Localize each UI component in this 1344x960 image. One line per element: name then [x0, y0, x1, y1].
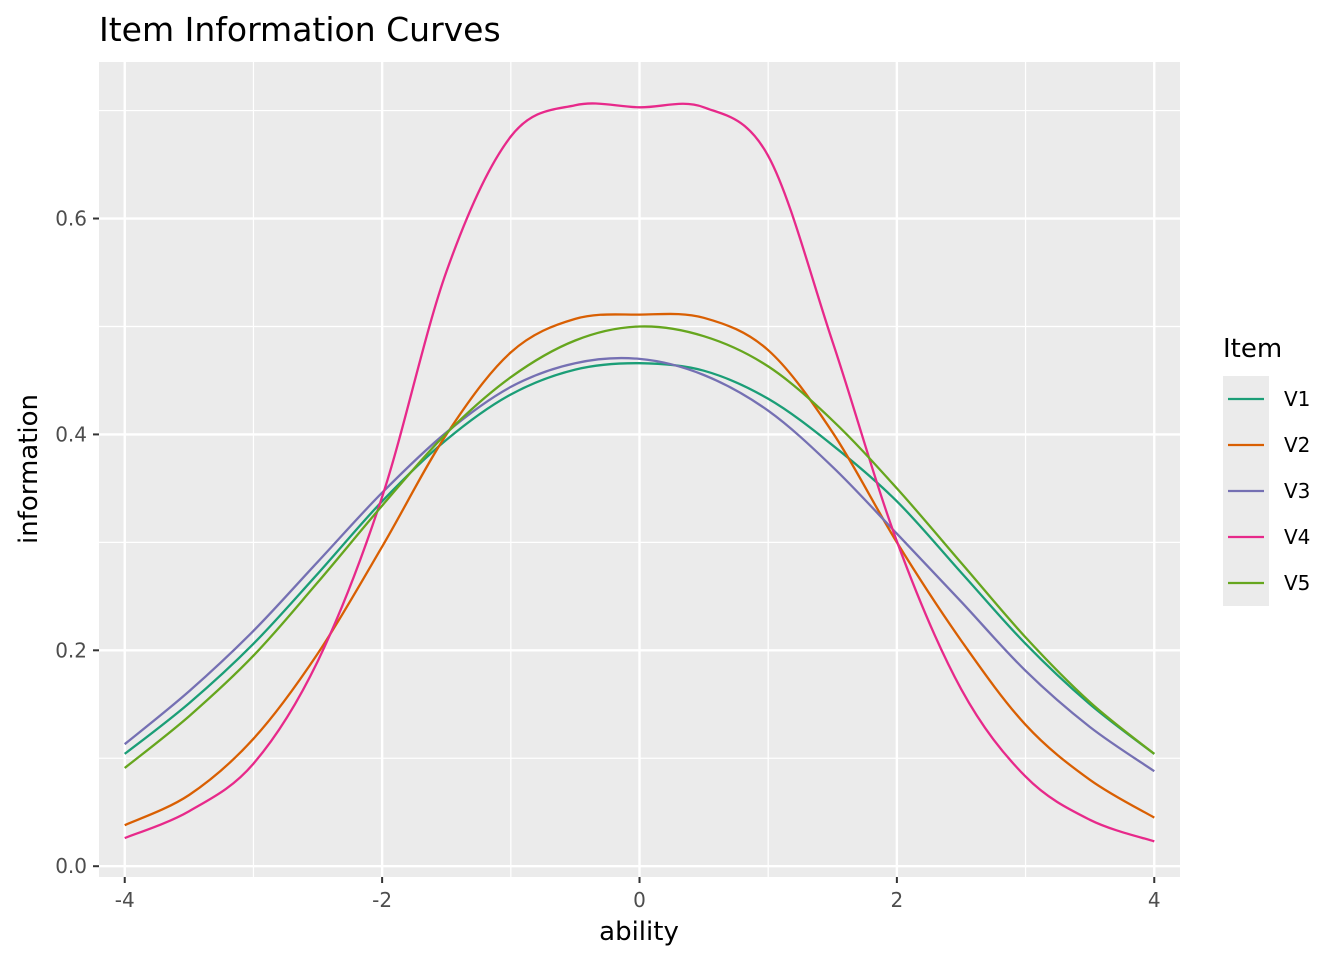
x-tick-label: 4 [1148, 888, 1161, 912]
series-line-v2 [124, 312, 1155, 827]
x-tick-label: 2 [891, 888, 904, 912]
legend-label-v4: V4 [1284, 525, 1310, 549]
y-tick-label: 0.2 [55, 638, 87, 662]
y-axis: 0.0 0.2 0.4 0.6 [55, 207, 99, 878]
legend-label-v5: V5 [1284, 571, 1310, 595]
x-axis-title: ability [599, 917, 679, 947]
x-tick-label: -2 [372, 888, 392, 912]
x-axis: -4 -2 0 2 4 [115, 877, 1161, 912]
legend-label-v2: V2 [1284, 433, 1310, 457]
series-line-v1 [123, 362, 1155, 755]
y-axis-title: information [14, 394, 44, 544]
series-lines [123, 102, 1156, 843]
y-tick-label: 0.0 [55, 854, 87, 878]
series-line-v5 [123, 325, 1156, 769]
grid-major [99, 62, 1180, 877]
series-line-v3 [123, 356, 1155, 773]
series-line-v4 [124, 102, 1155, 843]
x-tick-label: 0 [633, 888, 646, 912]
legend: Item V1 V2 V3 V4 V5 [1223, 334, 1310, 606]
chart-title: Item Information Curves [99, 10, 501, 49]
x-tick-label: -4 [115, 888, 135, 912]
legend-title: Item [1223, 334, 1282, 364]
legend-label-v3: V3 [1284, 479, 1310, 503]
legend-label-v1: V1 [1284, 387, 1310, 411]
y-tick-label: 0.4 [55, 422, 87, 446]
y-tick-label: 0.6 [55, 207, 87, 231]
